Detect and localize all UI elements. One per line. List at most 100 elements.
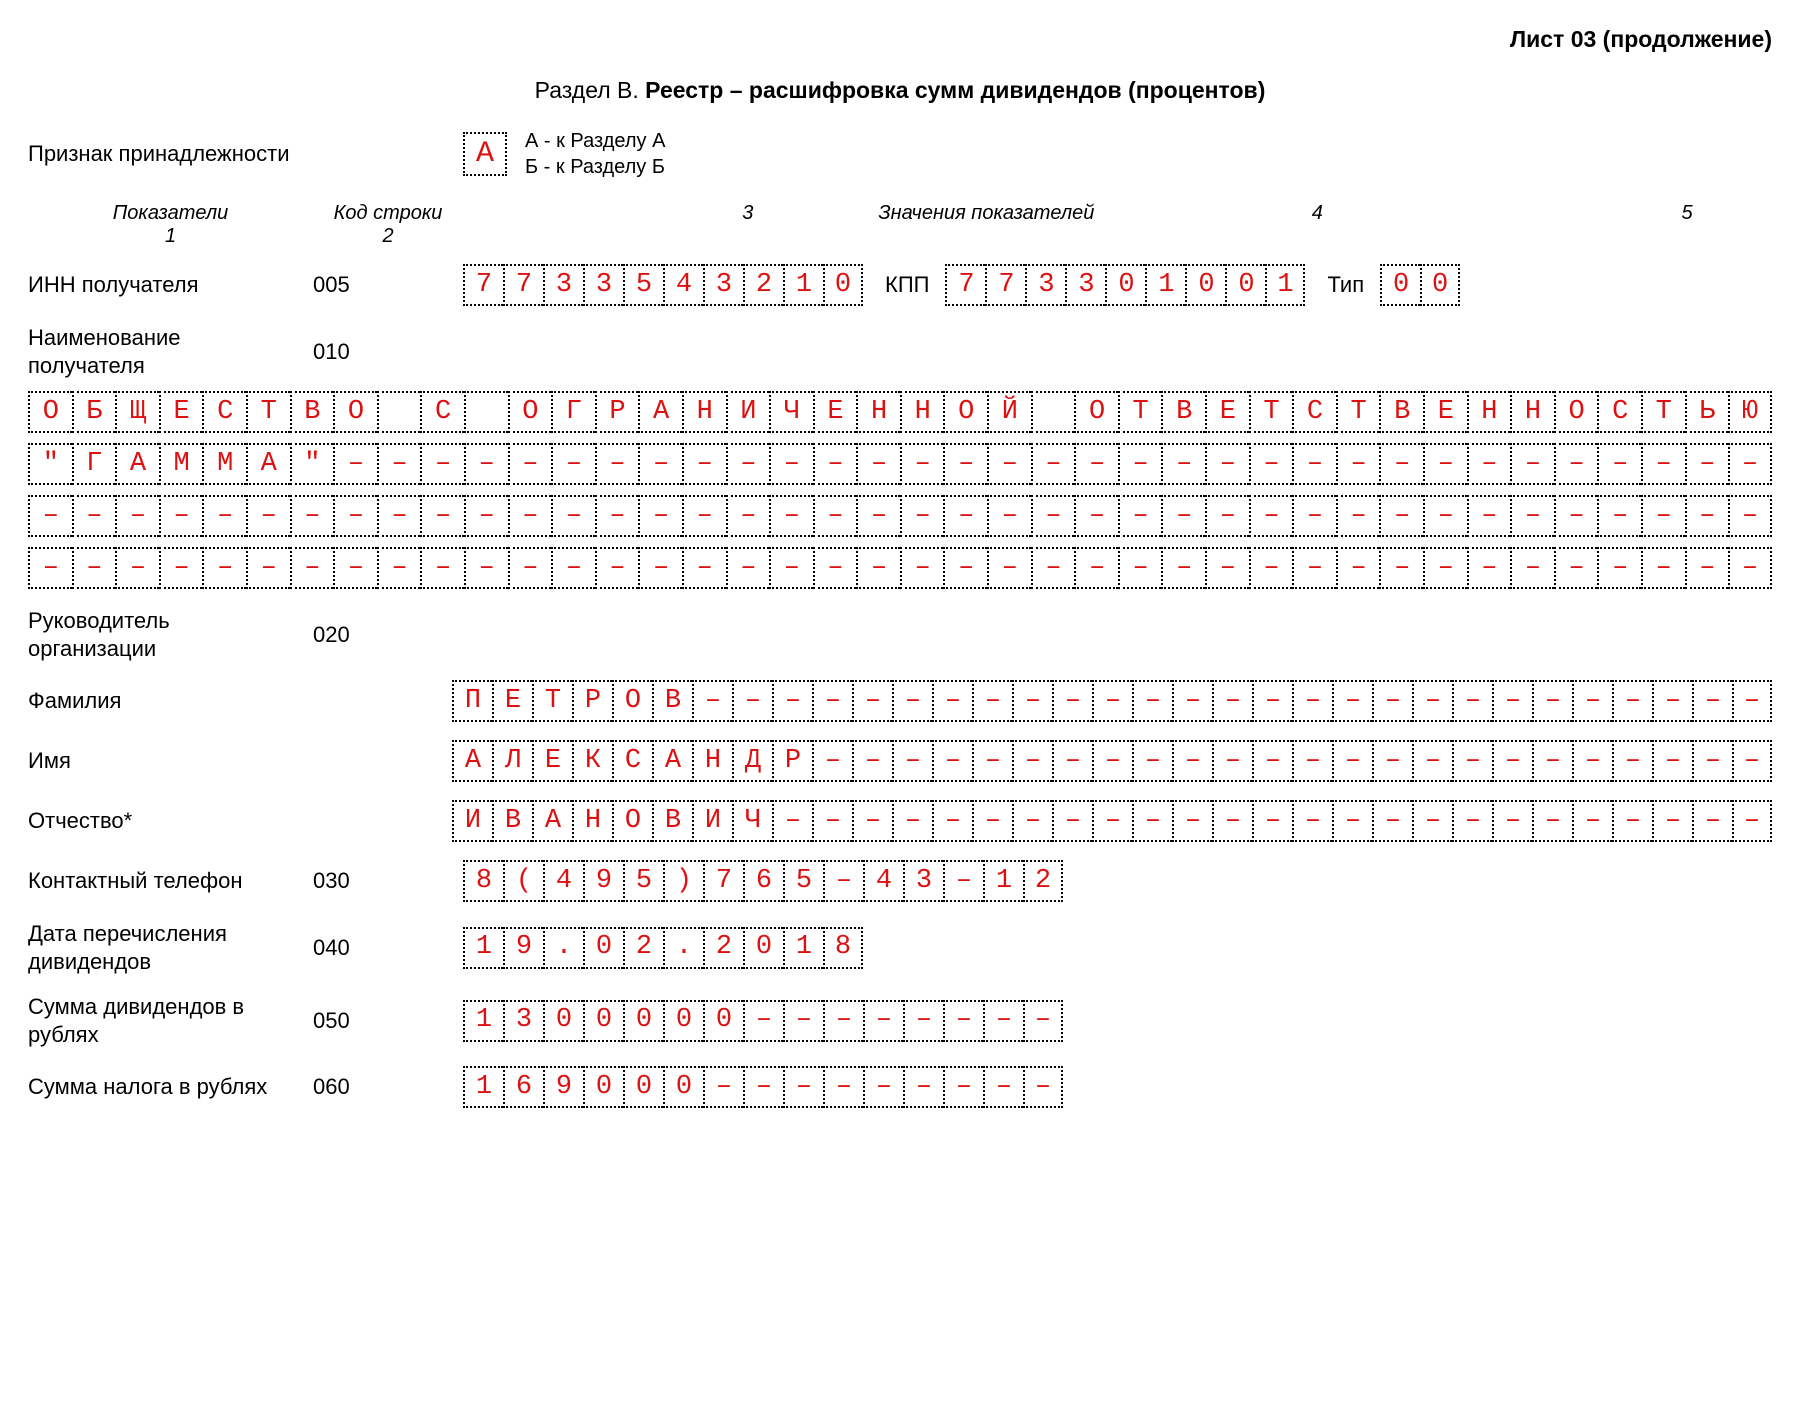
char-cell: Н	[692, 740, 732, 782]
char-cell: –	[1205, 495, 1249, 537]
legend-b: Б - к Разделу Б	[525, 154, 665, 180]
char-cell: –	[551, 547, 595, 589]
char-cell: Ю	[1728, 391, 1772, 433]
char-cell: 0	[583, 927, 623, 969]
inn-cells: 7733543210	[463, 264, 863, 306]
char-cell: "	[290, 443, 334, 485]
char-cell: –	[1074, 443, 1118, 485]
char-cell: –	[932, 680, 972, 722]
char-cell: 0	[623, 1000, 663, 1042]
surname-cells: ПЕТРОВ–––––––––––––––––––––––––––	[452, 680, 1772, 722]
char-cell: –	[772, 680, 812, 722]
char-cell: –	[1292, 495, 1336, 537]
char-cell: –	[595, 547, 639, 589]
char-cell: –	[812, 740, 852, 782]
char-cell: .	[543, 927, 583, 969]
char-cell: –	[333, 547, 377, 589]
char-cell: 4	[543, 860, 583, 902]
char-cell: –	[1212, 740, 1252, 782]
char-cell: –	[769, 547, 813, 589]
char-cell: –	[638, 443, 682, 485]
char-cell: Е	[1423, 391, 1467, 433]
char-cell: М	[202, 443, 246, 485]
char-cell: А	[452, 740, 492, 782]
char-cell: Е	[813, 391, 857, 433]
char-cell: 0	[1225, 264, 1265, 306]
char-cell: О	[28, 391, 72, 433]
char-cell: –	[863, 1066, 903, 1108]
char-cell: В	[1161, 391, 1205, 433]
char-cell: –	[903, 1000, 943, 1042]
char-cell: –	[943, 1066, 983, 1108]
col-header-4: 4	[1033, 202, 1603, 248]
char-cell: –	[987, 443, 1031, 485]
char-cell: –	[1492, 740, 1532, 782]
char-cell: Е	[492, 680, 532, 722]
legend-a: А - к Разделу А	[525, 128, 665, 154]
surname-row: Фамилия ПЕТРОВ––––––––––––––––––––––––––…	[28, 680, 1772, 722]
char-cell: –	[1292, 680, 1332, 722]
char-cell: –	[1492, 800, 1532, 842]
char-cell: Й	[987, 391, 1031, 433]
char-cell: –	[852, 680, 892, 722]
char-cell: 2	[703, 927, 743, 969]
char-cell: –	[1467, 547, 1511, 589]
char-cell: –	[1728, 495, 1772, 537]
char-cell: 1	[983, 860, 1023, 902]
char-cell: –	[972, 680, 1012, 722]
char-cell: –	[1172, 800, 1212, 842]
date-label: Дата перечисления дивидендов	[28, 920, 313, 975]
char-cell: )	[663, 860, 703, 902]
char-cell: Е	[159, 391, 203, 433]
char-cell: С	[612, 740, 652, 782]
char-cell: 5	[623, 264, 663, 306]
char-cell: –	[772, 800, 812, 842]
sum-div-row: Сумма дивидендов в рублях 050 1300000–––…	[28, 993, 1772, 1048]
char-cell: 0	[743, 927, 783, 969]
char-cell: Ч	[732, 800, 772, 842]
char-cell	[464, 391, 508, 433]
char-cell: –	[1031, 443, 1075, 485]
char-cell: –	[1012, 680, 1052, 722]
char-cell: –	[813, 547, 857, 589]
char-cell: –	[333, 495, 377, 537]
char-cell: 0	[663, 1000, 703, 1042]
char-cell	[1031, 391, 1075, 433]
char-cell: 0	[1105, 264, 1145, 306]
char-cell: –	[1372, 800, 1412, 842]
char-cell: –	[420, 495, 464, 537]
char-cell: –	[1612, 740, 1652, 782]
char-cell: –	[732, 680, 772, 722]
char-cell: Г	[72, 443, 116, 485]
char-cell: Н	[682, 391, 726, 433]
char-cell: 1	[463, 1000, 503, 1042]
char-cell: 9	[503, 927, 543, 969]
char-cell: Т	[1336, 391, 1380, 433]
char-cell: 3	[1065, 264, 1105, 306]
char-cell: А	[638, 391, 682, 433]
char-cell: –	[551, 443, 595, 485]
name-line: "ГАММА"–––––––––––––––––––––––––––––––––	[28, 443, 1772, 485]
phone-cells: 8(495)765–43–12	[463, 860, 1063, 902]
char-cell: –	[783, 1066, 823, 1108]
char-cell: –	[159, 547, 203, 589]
sum-tax-code: 060	[313, 1074, 463, 1100]
char-cell: С	[1597, 391, 1641, 433]
name-line: ОБЩЕСТВО С ОГРАНИЧЕННОЙ ОТВЕТСТВЕННОСТЬЮ	[28, 391, 1772, 433]
char-cell: –	[290, 495, 334, 537]
char-cell: –	[377, 495, 421, 537]
char-cell: –	[1336, 495, 1380, 537]
char-cell: О	[333, 391, 377, 433]
char-cell: –	[692, 680, 732, 722]
char-cell: –	[246, 547, 290, 589]
char-cell: –	[1292, 547, 1336, 589]
char-cell: Н	[856, 391, 900, 433]
char-cell: Е	[1205, 391, 1249, 433]
char-cell: –	[856, 547, 900, 589]
char-cell: 8	[823, 927, 863, 969]
char-cell: –	[1554, 443, 1598, 485]
char-cell	[377, 391, 421, 433]
char-cell: –	[1467, 495, 1511, 537]
char-cell: –	[464, 443, 508, 485]
col-header-1: Показатели1	[28, 202, 313, 248]
